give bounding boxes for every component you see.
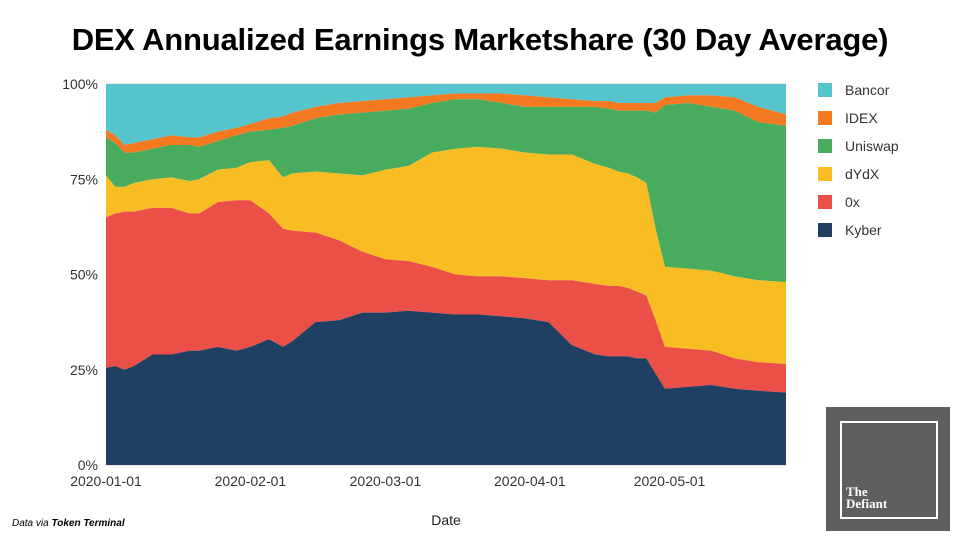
area-uniswap <box>106 99 786 283</box>
x-tick-label-2020-01-01: 2020-01-01 <box>70 473 142 489</box>
area-0x <box>106 200 786 393</box>
source-name: Token Terminal <box>51 518 125 529</box>
legend-swatch-kyber <box>818 223 832 237</box>
legend-item-uniswap[interactable]: Uniswap <box>818 132 899 160</box>
y-tick-label-0: 0% <box>78 457 98 473</box>
logo-text: The Defiant <box>844 484 890 511</box>
chart-title: DEX Annualized Earnings Marketshare (30 … <box>71 22 889 57</box>
legend-label-0x: 0x <box>845 194 860 210</box>
logo-text-line-2: Defiant <box>846 496 888 511</box>
y-tick-label-25: 25% <box>70 362 98 378</box>
legend-swatch-idex <box>818 111 832 125</box>
legend-label-dydx: dYdX <box>845 166 880 182</box>
area-idex <box>106 93 786 153</box>
y-tick-label-100: 100% <box>62 76 98 92</box>
x-axis-title: Date <box>431 512 461 528</box>
logo-frame <box>840 421 938 519</box>
area-kyber <box>106 310 786 465</box>
legend-swatch-uniswap <box>818 139 832 153</box>
source-note: Data via Token Terminal <box>12 518 125 529</box>
x-tick-label-2020-04-01: 2020-04-01 <box>494 473 566 489</box>
legend-label-idex: IDEX <box>845 110 878 126</box>
legend-swatch-bancor <box>818 83 832 97</box>
legend-item-0x[interactable]: 0x <box>818 188 899 216</box>
x-tick-label-2020-02-01: 2020-02-01 <box>215 473 287 489</box>
legend-swatch-0x <box>818 195 832 209</box>
legend-label-kyber: Kyber <box>845 222 882 238</box>
legend-item-dydx[interactable]: dYdX <box>818 160 899 188</box>
legend-swatch-dydx <box>818 167 832 181</box>
legend-item-idex[interactable]: IDEX <box>818 104 899 132</box>
legend: Bancor IDEX Uniswap dYdX 0x Kyber <box>818 76 899 244</box>
logo-text-line-1: The <box>846 484 868 499</box>
area-bancor <box>106 84 786 145</box>
area-dydx <box>106 146 786 365</box>
the-defiant-logo: The Defiant <box>826 407 950 531</box>
legend-label-uniswap: Uniswap <box>845 138 899 154</box>
legend-item-kyber[interactable]: Kyber <box>818 216 899 244</box>
legend-label-bancor: Bancor <box>845 82 890 98</box>
source-prefix: Data via <box>12 518 49 529</box>
y-tick-label-75: 75% <box>70 171 98 187</box>
y-tick-label-50: 50% <box>70 267 98 283</box>
x-tick-label-2020-03-01: 2020-03-01 <box>350 473 422 489</box>
legend-item-bancor[interactable]: Bancor <box>818 76 899 104</box>
x-tick-label-2020-05-01: 2020-05-01 <box>634 473 706 489</box>
